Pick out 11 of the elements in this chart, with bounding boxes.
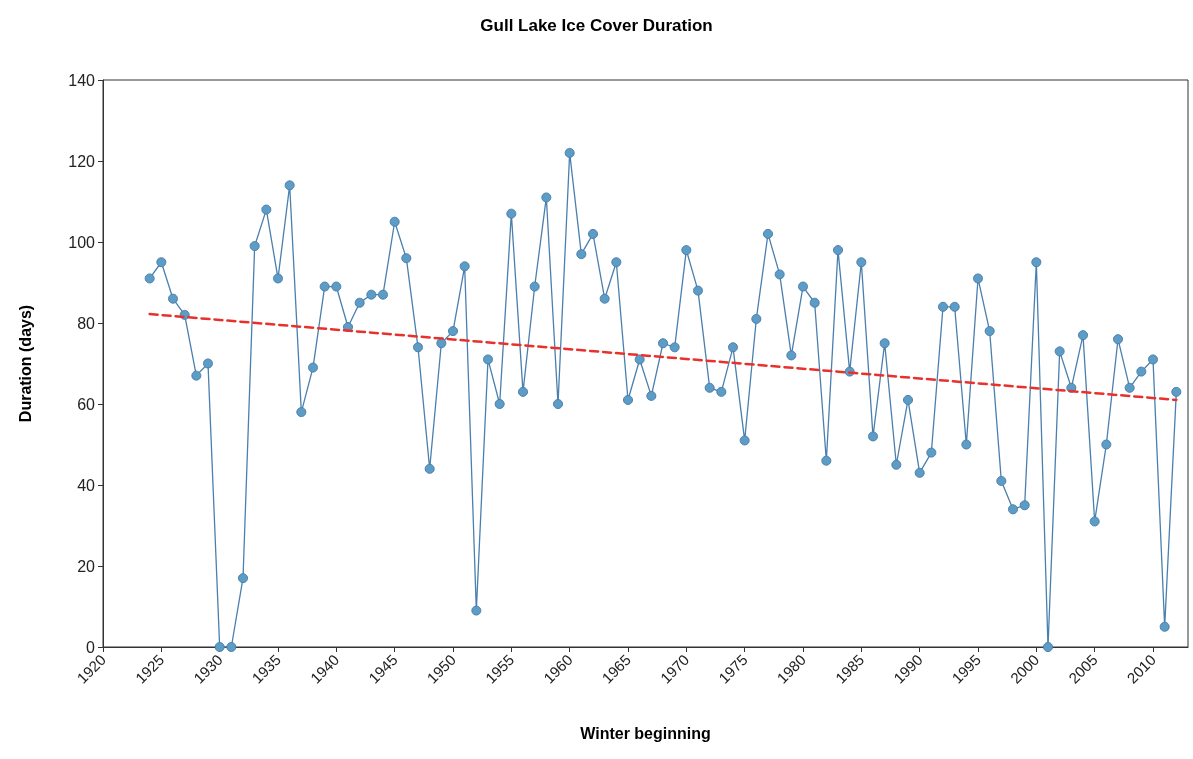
y-tick-label: 120 (68, 152, 96, 170)
y-tick-label: 0 (86, 638, 96, 656)
y-tick-label: 80 (77, 314, 96, 332)
y-tick-label: 60 (77, 395, 96, 413)
y-tick-label: 140 (68, 71, 96, 89)
chart-title: Gull Lake Ice Cover Duration (480, 16, 713, 35)
x-axis-title: Winter beginning (580, 724, 711, 742)
y-tick-label: 40 (77, 476, 96, 494)
y-axis-title: Duration (days) (16, 304, 34, 423)
y-tick-label: 20 (77, 557, 96, 575)
y-tick-label: 100 (68, 233, 96, 251)
